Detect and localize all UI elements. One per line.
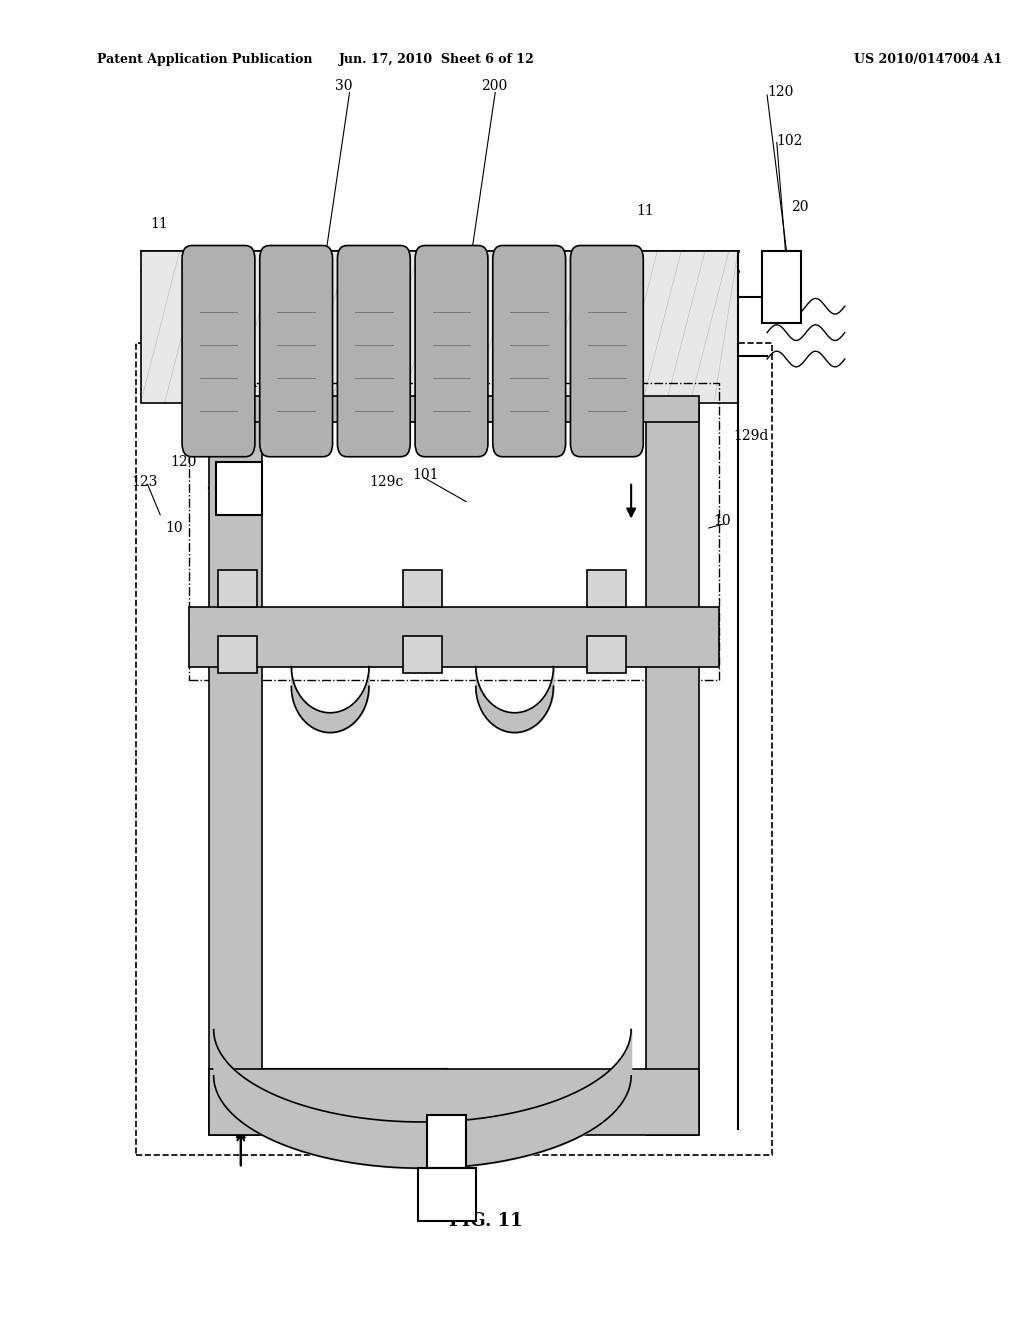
Text: 129c: 129c [369, 475, 403, 488]
FancyBboxPatch shape [415, 246, 487, 457]
Bar [216, 462, 262, 515]
Text: 129b: 129b [369, 429, 404, 442]
Bar [218, 636, 257, 673]
Bar [218, 570, 257, 607]
Text: 250: 250 [450, 376, 476, 389]
Text: US 2010/0147004 A1: US 2010/0147004 A1 [854, 53, 1002, 66]
Text: 200: 200 [480, 79, 507, 92]
Text: 120: 120 [767, 86, 794, 99]
Text: Jun. 17, 2010  Sheet 6 of 12: Jun. 17, 2010 Sheet 6 of 12 [339, 53, 535, 66]
Text: FIG. 11: FIG. 11 [449, 1212, 522, 1230]
Bar [136, 343, 772, 1155]
Text: Patent Application Publication: Patent Application Publication [97, 53, 312, 66]
Bar [403, 570, 441, 607]
Text: 129a: 129a [186, 429, 221, 442]
FancyBboxPatch shape [260, 246, 333, 457]
Bar [140, 251, 738, 403]
FancyBboxPatch shape [182, 246, 255, 457]
Bar [189, 607, 719, 667]
Text: 300: 300 [432, 432, 459, 445]
Text: 120: 120 [170, 455, 197, 469]
Text: 102: 102 [777, 135, 803, 148]
Bar [189, 383, 719, 680]
Text: 101: 101 [413, 469, 439, 482]
Text: 11: 11 [636, 205, 653, 218]
Text: 10: 10 [165, 521, 182, 535]
Bar [403, 636, 441, 673]
Bar [588, 636, 627, 673]
FancyBboxPatch shape [338, 246, 411, 457]
Bar [588, 570, 627, 607]
FancyBboxPatch shape [570, 246, 643, 457]
Text: B: B [527, 376, 538, 389]
Text: 20: 20 [792, 201, 809, 214]
FancyBboxPatch shape [493, 246, 565, 457]
Text: 30: 30 [335, 79, 352, 92]
Bar [209, 396, 699, 422]
Text: 123: 123 [131, 475, 158, 488]
Text: 11: 11 [151, 218, 168, 231]
Text: A: A [246, 376, 256, 389]
Bar [209, 1069, 699, 1135]
Bar [209, 403, 262, 1135]
Bar [418, 1168, 476, 1221]
Text: 10: 10 [714, 515, 731, 528]
Bar [762, 251, 801, 323]
Text: 129d: 129d [733, 429, 768, 442]
Bar [646, 403, 699, 1135]
Bar [140, 251, 738, 403]
Text: 101: 101 [189, 314, 216, 327]
Bar [427, 1115, 466, 1168]
